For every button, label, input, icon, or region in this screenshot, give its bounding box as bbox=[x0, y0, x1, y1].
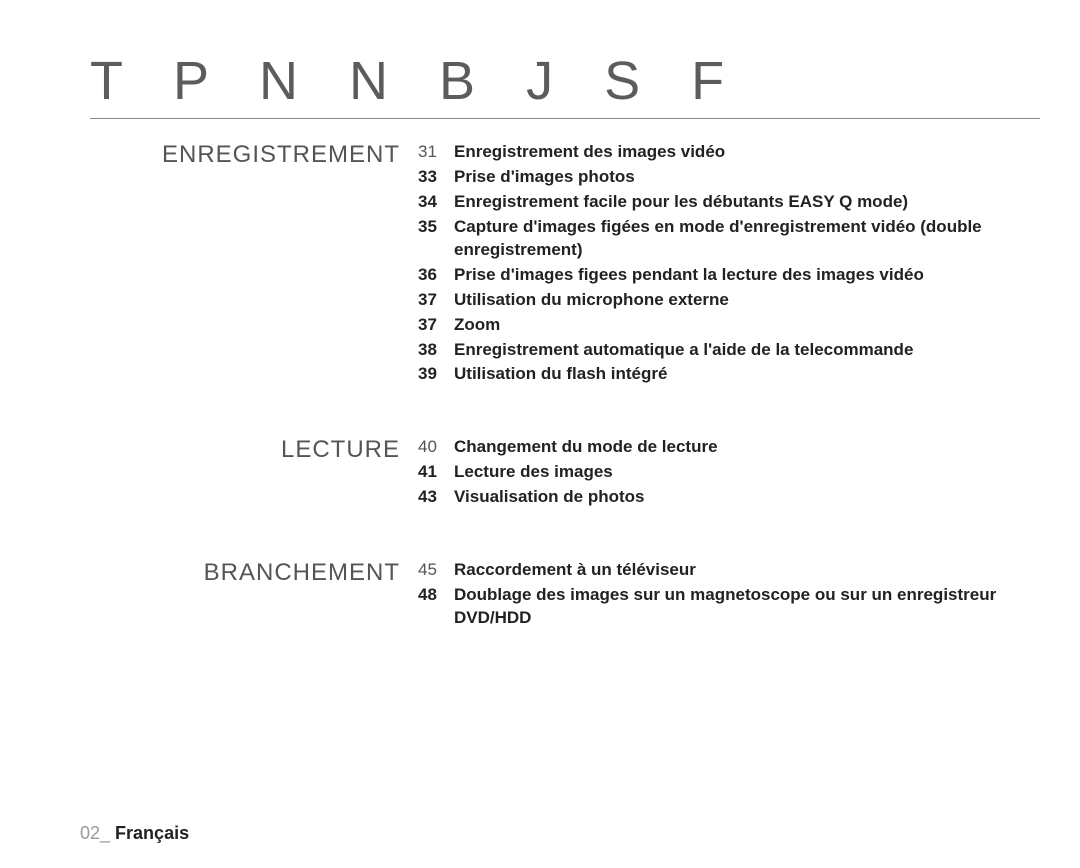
entry-text: Capture d'images figées en mode d'enregi… bbox=[454, 216, 1040, 262]
footer-page-number: 02_ bbox=[80, 823, 115, 843]
entry-page-number: 43 bbox=[418, 486, 454, 509]
entry-page-number: 45 bbox=[418, 559, 454, 582]
toc-entry: 43Visualisation de photos bbox=[418, 486, 1040, 509]
toc-entry: 38Enregistrement automatique a l'aide de… bbox=[418, 339, 1040, 362]
entry-text: Enregistrement automatique a l'aide de l… bbox=[454, 339, 1040, 362]
entry-page-number: 39 bbox=[418, 363, 454, 386]
entry-text: Prise d'images photos bbox=[454, 166, 1040, 189]
toc-entry: 41Lecture des images bbox=[418, 461, 1040, 484]
entry-page-number: 37 bbox=[418, 289, 454, 312]
entry-text: Enregistrement des images vidéo bbox=[454, 141, 1040, 164]
section-entries: 40Changement du mode de lecture41Lecture… bbox=[418, 436, 1040, 509]
entry-page-number: 35 bbox=[418, 216, 454, 239]
section-title: LECTURE bbox=[90, 436, 418, 464]
section-entries: 45Raccordement à un téléviseur48Doublage… bbox=[418, 559, 1040, 630]
toc-section: ENREGISTREMENT31Enregistrement des image… bbox=[90, 141, 1040, 386]
toc-entry: 36Prise d'images figees pendant la lectu… bbox=[418, 264, 1040, 287]
section-title: ENREGISTREMENT bbox=[90, 141, 418, 169]
toc-sections: ENREGISTREMENT31Enregistrement des image… bbox=[90, 141, 1040, 630]
entry-page-number: 41 bbox=[418, 461, 454, 484]
entry-page-number: 34 bbox=[418, 191, 454, 214]
entry-text: Zoom bbox=[454, 314, 1040, 337]
toc-entry: 45Raccordement à un téléviseur bbox=[418, 559, 1040, 582]
entry-page-number: 31 bbox=[418, 141, 454, 164]
toc-entry: 48Doublage des images sur un magnetoscop… bbox=[418, 584, 1040, 630]
toc-entry: 40Changement du mode de lecture bbox=[418, 436, 1040, 459]
entry-text: Enregistrement facile pour les débutants… bbox=[454, 191, 1040, 214]
entry-text: Changement du mode de lecture bbox=[454, 436, 1040, 459]
entry-page-number: 37 bbox=[418, 314, 454, 337]
entry-text: Raccordement à un téléviseur bbox=[454, 559, 1040, 582]
toc-entry: 33Prise d'images photos bbox=[418, 166, 1040, 189]
toc-entry: 31Enregistrement des images vidéo bbox=[418, 141, 1040, 164]
section-title: BRANCHEMENT bbox=[90, 559, 418, 587]
entry-text: Prise d'images figees pendant la lecture… bbox=[454, 264, 1040, 287]
entry-text: Doublage des images sur un magnetoscope … bbox=[454, 584, 1040, 630]
entry-page-number: 36 bbox=[418, 264, 454, 287]
entry-text: Lecture des images bbox=[454, 461, 1040, 484]
entry-text: Visualisation de photos bbox=[454, 486, 1040, 509]
page-footer: 02_ Français bbox=[80, 823, 189, 844]
section-entries: 31Enregistrement des images vidéo33Prise… bbox=[418, 141, 1040, 386]
entry-page-number: 48 bbox=[418, 584, 454, 607]
page-title: T P N N B J S F bbox=[90, 50, 1040, 119]
entry-text: Utilisation du microphone externe bbox=[454, 289, 1040, 312]
entry-page-number: 40 bbox=[418, 436, 454, 459]
toc-section: BRANCHEMENT45Raccordement à un téléviseu… bbox=[90, 559, 1040, 630]
toc-entry: 34Enregistrement facile pour les débutan… bbox=[418, 191, 1040, 214]
entry-page-number: 38 bbox=[418, 339, 454, 362]
footer-language-label: Français bbox=[115, 823, 189, 843]
entry-page-number: 33 bbox=[418, 166, 454, 189]
entry-text: Utilisation du flash intégré bbox=[454, 363, 1040, 386]
toc-section: LECTURE40Changement du mode de lecture41… bbox=[90, 436, 1040, 509]
toc-entry: 37Zoom bbox=[418, 314, 1040, 337]
document-page: T P N N B J S F ENREGISTREMENT31Enregist… bbox=[0, 0, 1080, 868]
toc-entry: 37Utilisation du microphone externe bbox=[418, 289, 1040, 312]
toc-entry: 35Capture d'images figées en mode d'enre… bbox=[418, 216, 1040, 262]
toc-entry: 39Utilisation du flash intégré bbox=[418, 363, 1040, 386]
